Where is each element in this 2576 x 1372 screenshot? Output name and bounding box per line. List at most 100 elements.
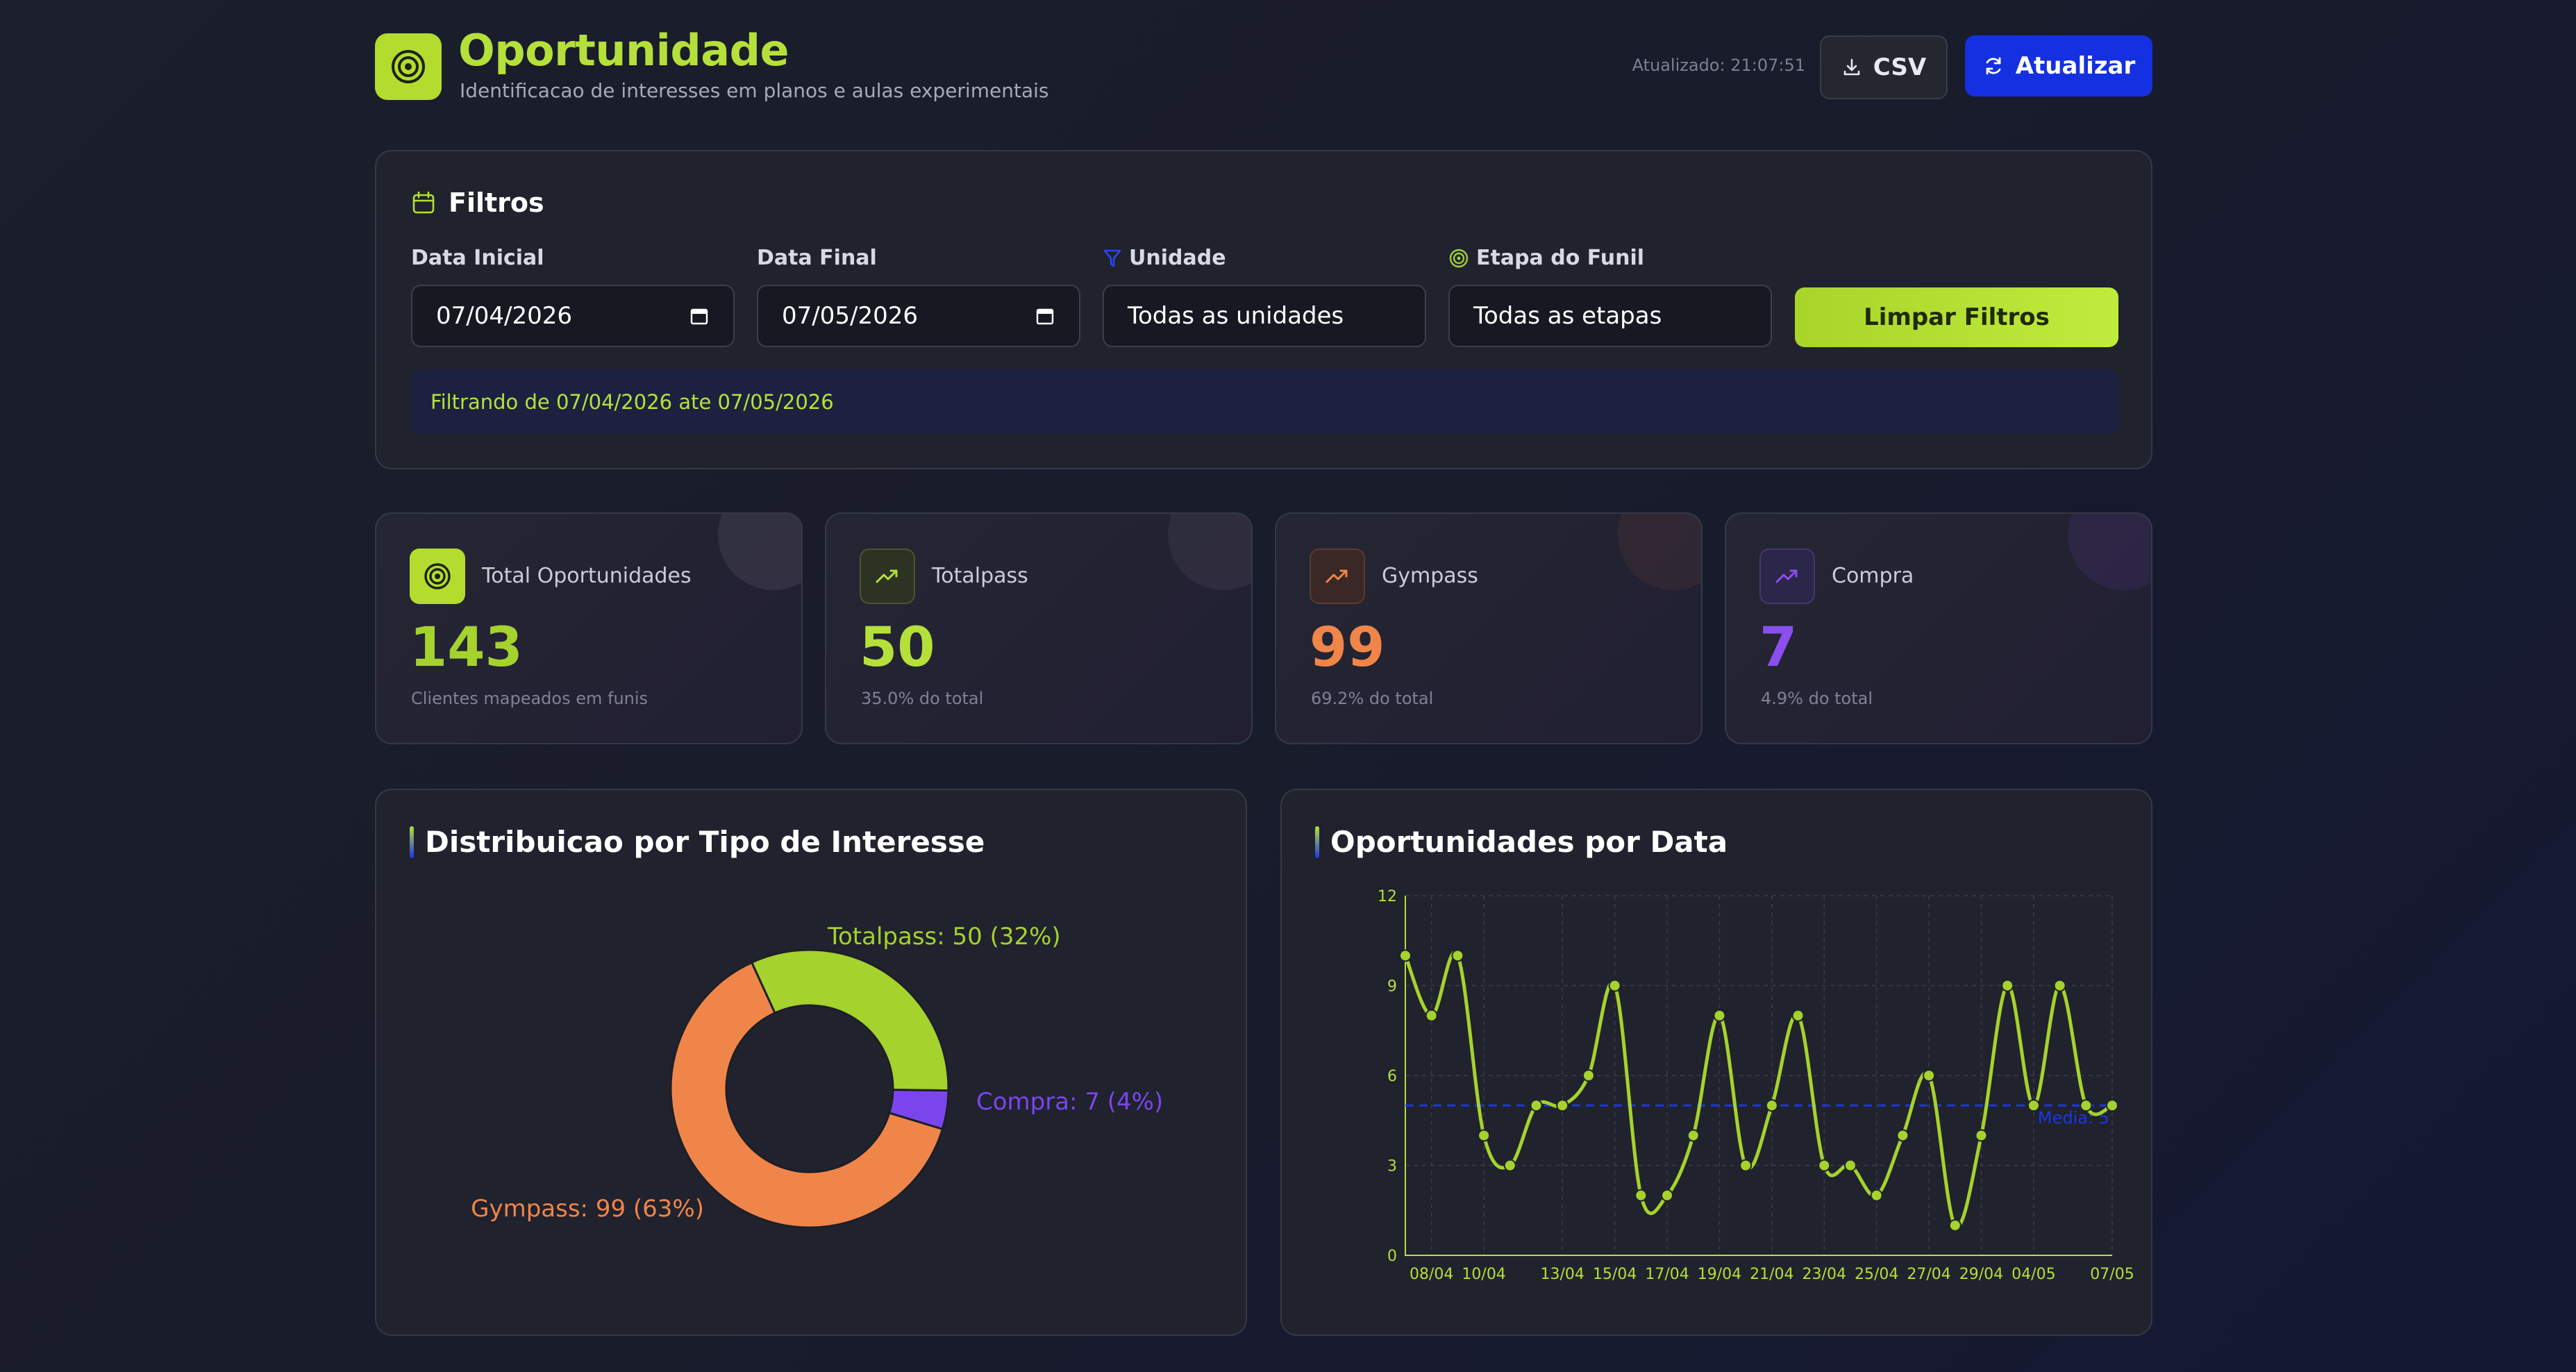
funnel-stage-label: Etapa do Funil	[1448, 246, 1644, 270]
data-point[interactable]	[2080, 1099, 2093, 1112]
trending-up-icon	[1759, 549, 1815, 604]
last-updated-text: Atualizado: 21:07:51	[1632, 56, 1805, 75]
data-point[interactable]	[1425, 1009, 1438, 1022]
data-point[interactable]	[1399, 949, 1412, 962]
start-date-label: Data Inicial	[411, 246, 544, 270]
calendar-picker-icon[interactable]	[1035, 306, 1055, 326]
decorative-circle	[718, 514, 801, 590]
clear-filters-button[interactable]: Limpar Filtros	[1795, 287, 2118, 347]
data-point[interactable]	[1556, 1099, 1569, 1112]
x-tick-label: 07/05	[2090, 1266, 2134, 1283]
stat-value: 99	[1310, 617, 1385, 679]
x-tick-label: 25/04	[1855, 1266, 1898, 1283]
donut-chart-title-row: Distribuicao por Tipo de Interesse	[410, 825, 985, 859]
data-point[interactable]	[1818, 1159, 1831, 1172]
stat-value: 50	[860, 617, 935, 679]
data-point[interactable]	[1791, 1009, 1805, 1022]
donut-slice-gympass[interactable]	[669, 961, 944, 1229]
interest-distribution-card: Distribuicao por Tipo de Interesse Total…	[375, 789, 1247, 1336]
filters-header: Filtros	[411, 187, 544, 218]
data-point[interactable]	[1478, 1129, 1491, 1142]
filter-summary: Filtrando de 07/04/2026 ate 07/05/2026	[411, 369, 2119, 435]
x-tick-label: 08/04	[1410, 1266, 1453, 1283]
unit-filter-label: Unidade	[1103, 246, 1226, 270]
funnel-icon	[1103, 249, 1121, 267]
x-tick-label: 13/04	[1541, 1266, 1584, 1283]
data-point[interactable]	[2106, 1099, 2118, 1112]
data-point[interactable]	[2001, 979, 2014, 992]
donut-slice-label: Gympass: 99 (63%)	[471, 1195, 704, 1223]
data-point[interactable]	[1634, 1189, 1648, 1202]
data-point[interactable]	[1582, 1069, 1595, 1082]
series-line	[1403, 951, 2113, 1228]
stat-card-compra: Compra 7 4.9% do total	[1725, 512, 2152, 744]
donut-chart: Totalpass: 50 (32%) Compra: 7 (4%) Gympass…	[471, 923, 1163, 1229]
data-point[interactable]	[2027, 1099, 2040, 1112]
filters-panel: Filtros Data Inicial 07/04/2026 Data Fin…	[375, 150, 2152, 469]
line-chart-title: Oportunidades por Data	[1330, 825, 1728, 859]
y-tick-label: 12	[1378, 888, 1397, 905]
calendar-picker-icon[interactable]	[689, 306, 710, 326]
x-tick-label: 17/04	[1645, 1266, 1689, 1283]
data-point[interactable]	[1687, 1129, 1700, 1142]
refresh-button[interactable]: Atualizar	[1965, 35, 2152, 97]
export-csv-button[interactable]: CSV	[1820, 35, 1948, 99]
stat-label: Compra	[1832, 564, 1914, 588]
data-point[interactable]	[1923, 1069, 1936, 1082]
unit-filter-label-text: Unidade	[1129, 246, 1226, 270]
data-point[interactable]	[1661, 1189, 1674, 1202]
y-tick-label: 0	[1387, 1248, 1397, 1265]
data-point[interactable]	[1765, 1099, 1778, 1112]
data-point[interactable]	[1713, 1009, 1726, 1022]
stat-card-total: Total Oportunidades 143 Clientes mapeado…	[375, 512, 803, 744]
page-title: Oportunidade	[458, 25, 789, 76]
data-point[interactable]	[1843, 1159, 1857, 1172]
end-date-input[interactable]: 07/05/2026	[757, 285, 1080, 347]
data-point[interactable]	[2053, 979, 2066, 992]
unit-select-value: Todas as unidades	[1128, 302, 1344, 330]
stat-card-totalpass: Totalpass 50 35.0% do total	[825, 512, 1253, 744]
data-point[interactable]	[1530, 1099, 1543, 1112]
stat-value: 143	[410, 617, 523, 679]
end-date-label: Data Final	[757, 246, 877, 270]
data-point[interactable]	[1975, 1129, 1988, 1142]
x-tick-label: 15/04	[1593, 1266, 1637, 1283]
stat-subtext: 4.9% do total	[1761, 689, 1873, 708]
data-point[interactable]	[1870, 1189, 1883, 1202]
data-point[interactable]	[1739, 1159, 1753, 1172]
x-tick-label: 29/04	[1959, 1266, 2003, 1283]
stat-label: Gympass	[1382, 564, 1478, 588]
data-point[interactable]	[1608, 979, 1621, 992]
data-point[interactable]	[1451, 949, 1464, 962]
x-tick-label: 21/04	[1750, 1266, 1793, 1283]
y-tick-label: 3	[1387, 1158, 1397, 1176]
target-icon	[410, 549, 465, 604]
line-chart-title-row: Oportunidades por Data	[1315, 825, 1728, 859]
x-tick-label: 27/04	[1907, 1266, 1950, 1283]
x-tick-label: 19/04	[1698, 1266, 1741, 1283]
header: Oportunidade Identificacao de interesses…	[375, 25, 2152, 108]
stat-label: Totalpass	[932, 564, 1028, 588]
target-logo-icon	[375, 33, 442, 100]
export-csv-label: CSV	[1873, 53, 1927, 81]
donut-chart-title: Distribuicao por Tipo de Interesse	[425, 825, 985, 859]
funnel-stage-select[interactable]: Todas as etapas	[1448, 285, 1772, 347]
decorative-circle	[1618, 514, 1701, 590]
decorative-circle	[2068, 514, 2151, 590]
title-accent-bar	[1315, 826, 1319, 858]
y-tick-label: 6	[1387, 1068, 1397, 1085]
stat-subtext: Clientes mapeados em funis	[411, 689, 649, 708]
title-accent-bar	[410, 826, 414, 858]
donut-slice-label: Totalpass: 50 (32%)	[827, 923, 1061, 951]
start-date-input[interactable]: 07/04/2026	[411, 285, 735, 347]
donut-slice-totalpass[interactable]	[750, 948, 950, 1092]
data-point[interactable]	[1896, 1129, 1909, 1142]
data-point[interactable]	[1948, 1219, 1962, 1232]
trending-up-icon	[860, 549, 915, 604]
stat-value: 7	[1759, 617, 1798, 679]
unit-select[interactable]: Todas as unidades	[1103, 285, 1426, 347]
data-point[interactable]	[1503, 1159, 1516, 1172]
x-tick-label: 23/04	[1803, 1266, 1846, 1283]
download-icon	[1843, 58, 1860, 76]
page-subtitle: Identificacao de interesses em planos e …	[460, 79, 1049, 102]
